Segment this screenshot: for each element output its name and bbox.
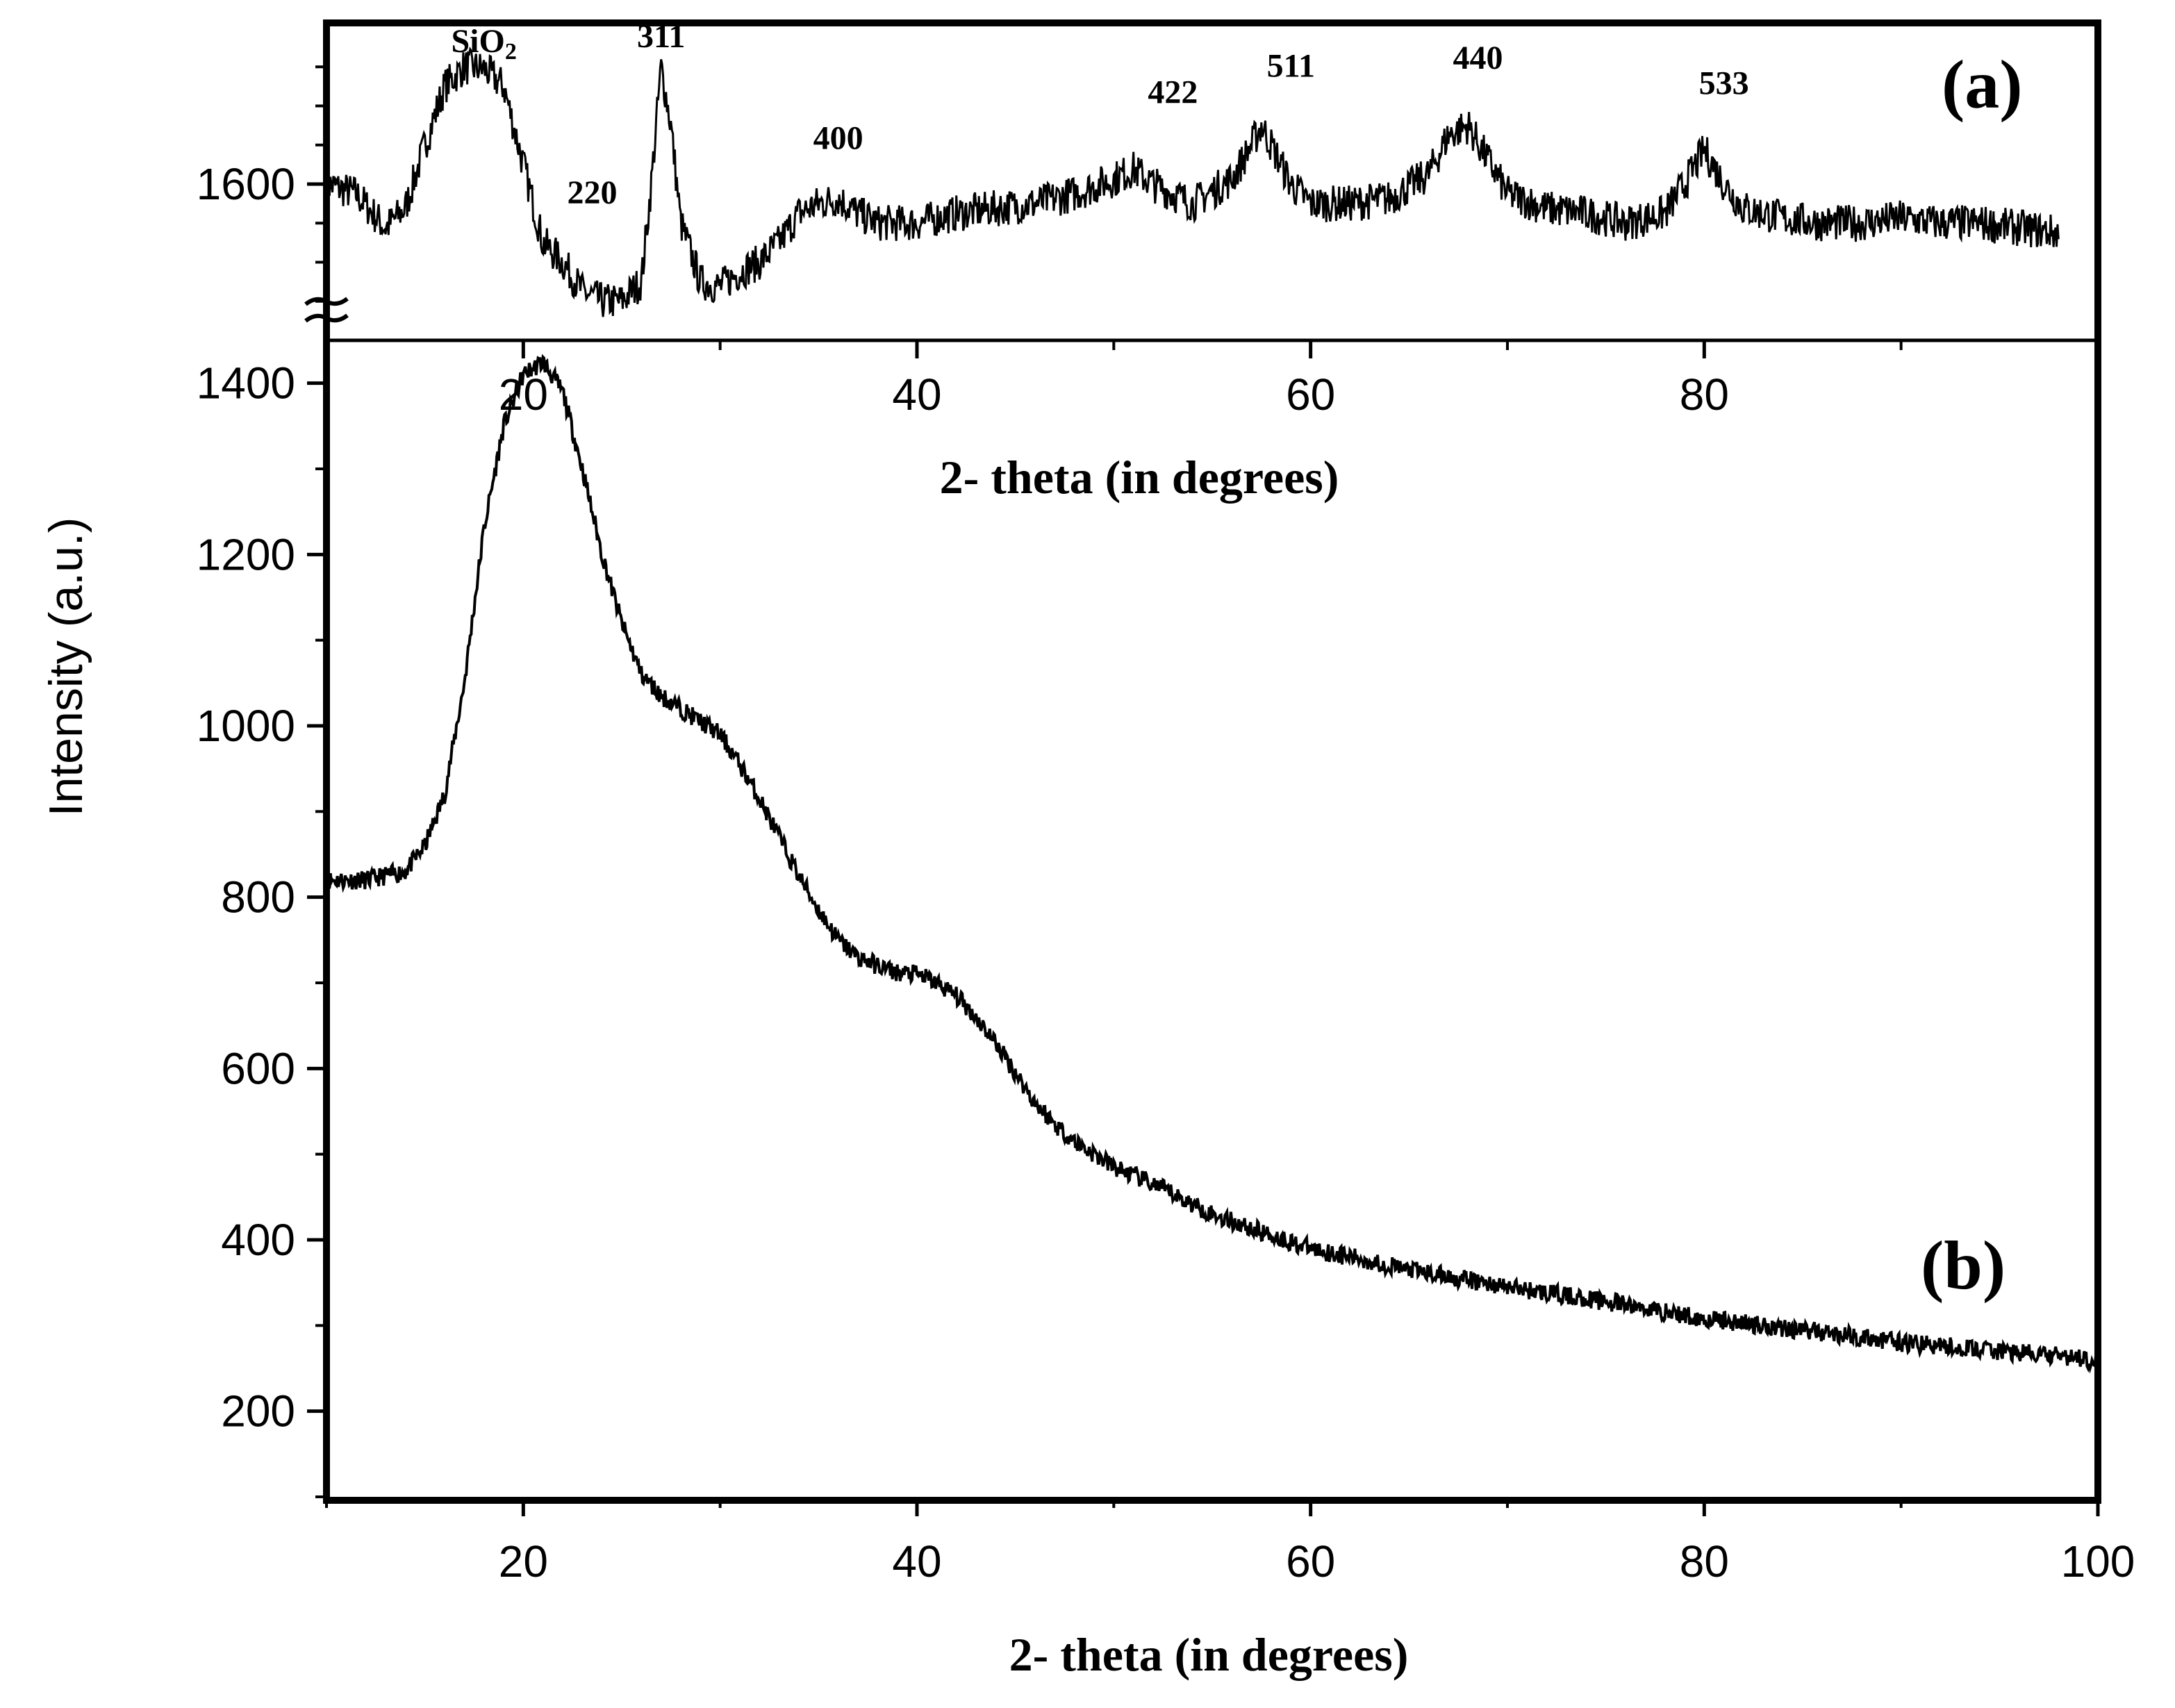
panel-a-x-tick-label: 40 <box>892 370 941 420</box>
panel-b-y-tick-label: 200 <box>221 1386 295 1436</box>
panel-b-label: (b) <box>1921 1227 2006 1304</box>
panel-b-series-line <box>325 354 2099 1374</box>
panel-a-label: (a) <box>1942 46 2023 123</box>
y-axis-title: Intensity (a.u.) <box>40 517 92 817</box>
panel-a-peak-label: 220 <box>568 174 618 211</box>
panel-b-x-tick-label: 20 <box>499 1536 548 1586</box>
panel-a-peak-label: 400 <box>813 119 863 156</box>
figure-frame <box>323 19 2101 1504</box>
panel-b-x-tick-label: 100 <box>2061 1536 2135 1586</box>
panel-a-peak-label: SiO2 <box>451 23 516 65</box>
panel-b-x-tick-label: 80 <box>1680 1536 1729 1586</box>
panel-b-y-tick-label: 800 <box>221 872 295 922</box>
panel-b-y-tick-label: 600 <box>221 1043 295 1093</box>
panel-a-x-axis-title: 2- theta (in degrees) <box>940 451 1339 504</box>
panel-a-peak-label: 311 <box>637 18 685 55</box>
panel-a-peak-label: 422 <box>1148 74 1198 110</box>
panel-b-y-tick-label: 1200 <box>197 529 295 579</box>
panel-a-peak-label: 533 <box>1699 65 1749 102</box>
panel-b-x-axis-title: 2- theta (in degrees) <box>1009 1628 1409 1681</box>
panel-a-y-tick-label: 1600 <box>197 159 295 209</box>
panel-b-x-tick-label: 40 <box>892 1536 941 1586</box>
panel-a-peak-label: 511 <box>1267 47 1315 84</box>
panel-b-y-tick-label: 1000 <box>197 701 295 751</box>
panel-a-peak-label: 440 <box>1453 40 1503 76</box>
panel-b-y-tick-label: 1400 <box>197 358 295 408</box>
panel-b-y-tick-label: 400 <box>221 1215 295 1265</box>
panel-b-x-tick-label: 60 <box>1286 1536 1335 1586</box>
panel-b-ticks: 200 400 600 800 1000 1200 1400 20 40 60 80 100 <box>197 358 2135 1586</box>
panel-a-series-line <box>325 47 2060 317</box>
panel-a-x-tick-label: 60 <box>1286 370 1335 420</box>
panel-a-x-tick-label: 80 <box>1680 370 1729 420</box>
